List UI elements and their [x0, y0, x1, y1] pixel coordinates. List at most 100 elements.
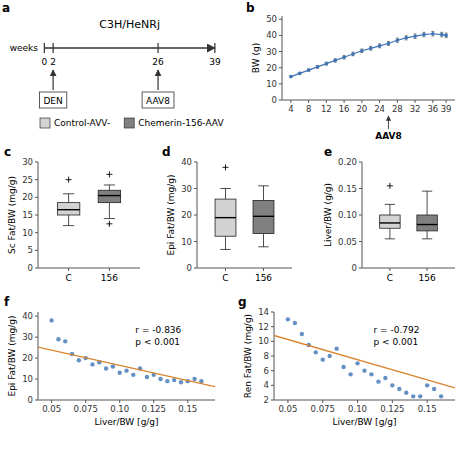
whisker-low: [225, 236, 226, 249]
plot-area: [215, 164, 274, 249]
plot-area: [380, 183, 438, 239]
box: [215, 164, 236, 249]
point: [333, 59, 337, 63]
y-tick-label: 10: [258, 336, 269, 346]
legend-swatch: [40, 118, 50, 128]
panel-timeline: aC3H/HeNRj022639weeksDENAAV8Control-AVV-…: [2, 1, 224, 128]
annotation: AAV8: [375, 131, 402, 141]
x-tick-label: 16: [339, 104, 350, 114]
legend-entry: Control-AVV-: [54, 118, 110, 128]
error-bar: [360, 49, 363, 53]
x-tick-label: 8: [306, 104, 311, 114]
annotation: p < 0.001: [135, 337, 180, 347]
x-axis-label: Liver/BW [g/g]: [332, 417, 396, 427]
median: [253, 216, 274, 217]
error-bar: [307, 69, 310, 71]
error-bar: [334, 59, 337, 62]
box: [98, 171, 120, 226]
y-tick: [271, 326, 274, 327]
point: [145, 375, 149, 379]
x-tick: [119, 400, 120, 403]
point: [325, 62, 329, 66]
median: [98, 195, 120, 196]
panel-line: b01020304050BW (g)481216202428323639AAV8: [246, 1, 455, 141]
x-tick-label: 0.05: [42, 404, 61, 414]
y-tick: [271, 356, 274, 357]
y-axis-line: [38, 312, 39, 400]
point: [293, 321, 297, 325]
y-tick: [35, 316, 38, 317]
y-tick-label: 0: [28, 395, 33, 405]
y-axis-label: BW (g): [251, 43, 261, 73]
error-bar: [445, 33, 448, 38]
tick-label: 39: [209, 57, 221, 67]
box-iqr: [57, 203, 79, 215]
x-tick-label: 20: [356, 104, 367, 114]
whisker-low: [263, 234, 264, 247]
error-bar: [414, 34, 417, 39]
intervention-label: AAV8: [146, 96, 170, 106]
axis-label: weeks: [10, 43, 39, 53]
y-tick-label: 40: [266, 30, 277, 40]
median: [417, 224, 437, 225]
whisker-cap-low: [104, 218, 115, 219]
y-tick: [279, 19, 282, 20]
point: [90, 362, 94, 366]
y-tick: [359, 215, 362, 216]
x-tick: [290, 100, 291, 103]
x-tick: [187, 400, 188, 403]
x-tick: [446, 100, 447, 103]
point: [376, 379, 380, 383]
series-line: [291, 34, 446, 77]
panel-box: d010203040Epi Fat/BW (mg/g)C156: [162, 145, 292, 283]
y-tick-label: 0: [28, 263, 33, 273]
panel-scatter: g2468101214Ren Fat/BW (mg/g)0.050.0750.1…: [238, 295, 455, 427]
point: [351, 52, 355, 56]
y-tick-label: 0.20: [338, 157, 357, 167]
panel-label: f: [4, 295, 10, 309]
y-tick: [35, 358, 38, 359]
intervention-arrow: [53, 70, 54, 90]
x-tick: [361, 100, 362, 103]
y-tick: [359, 162, 362, 163]
error-bar: [422, 32, 425, 37]
point: [355, 361, 359, 365]
x-tick-label: 32: [410, 104, 421, 114]
tick-label: 26: [152, 57, 164, 67]
x-tick-label: 4: [288, 104, 293, 114]
x-tick: [263, 268, 264, 271]
x-tick: [153, 400, 154, 403]
point: [300, 332, 304, 336]
y-tick: [359, 188, 362, 189]
error-bar: [440, 32, 443, 37]
whisker-low: [389, 228, 390, 239]
figure: aC3H/HeNRj022639weeksDENAAV8Control-AVV-…: [0, 0, 465, 455]
point: [418, 394, 422, 398]
y-tick: [271, 400, 274, 401]
panel-label: a: [2, 1, 10, 15]
box: [417, 191, 437, 239]
panel-label: d: [162, 145, 171, 159]
x-tick: [322, 400, 323, 403]
panel-label: e: [324, 145, 332, 159]
y-tick: [359, 268, 362, 269]
error-bar: [378, 44, 381, 48]
y-tick-label: 20: [181, 210, 192, 220]
annotation-arrow: [388, 116, 389, 129]
y-tick-label: 4: [264, 380, 269, 390]
y-tick-label: 40: [22, 311, 33, 321]
x-tick-label: 156: [255, 273, 272, 283]
whisker-cap-low: [63, 225, 74, 226]
whisker-high: [109, 185, 110, 190]
whisker-low: [68, 215, 69, 226]
fit-line: [38, 347, 215, 386]
point: [314, 350, 318, 354]
point: [369, 47, 373, 51]
box: [253, 186, 274, 247]
whisker-cap-high: [385, 204, 395, 205]
error-bar-cap: [414, 33, 417, 34]
whisker-high: [225, 189, 226, 200]
y-tick-label: 14: [258, 307, 269, 317]
point: [425, 383, 429, 387]
tick: [157, 43, 158, 53]
